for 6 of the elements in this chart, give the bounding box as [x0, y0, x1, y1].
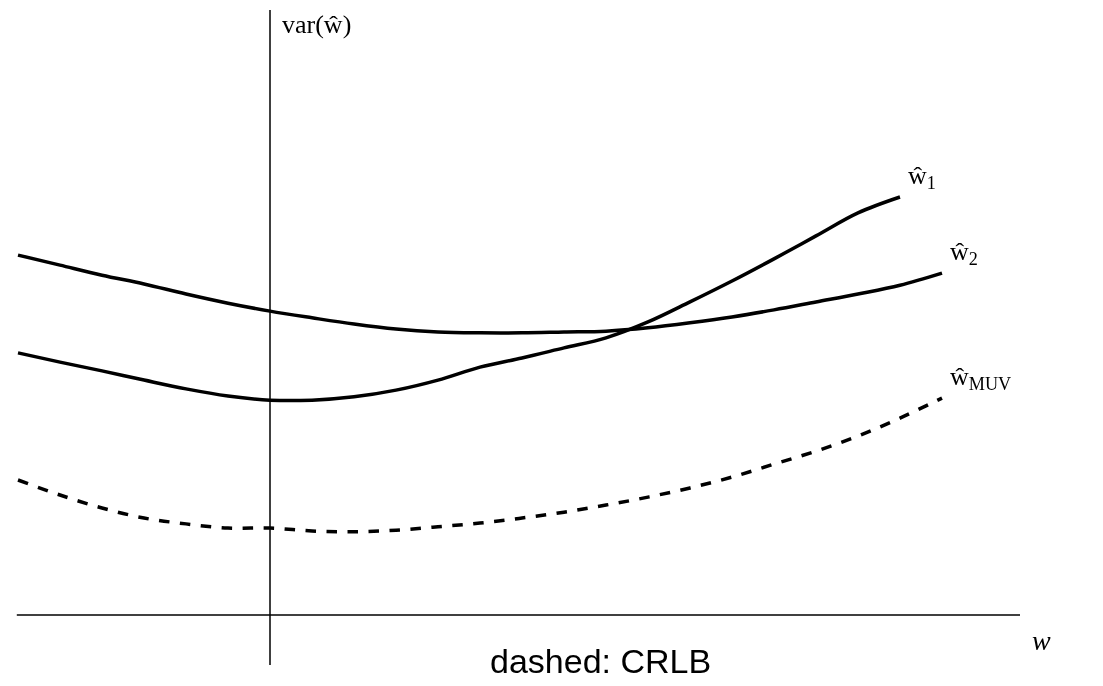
series-label: ŵ$_{2}$ [950, 237, 978, 270]
series-label: ŵ$_{1}$ [908, 161, 936, 194]
text: dashed: CRLB [490, 642, 712, 680]
text: var(ŵ) [282, 10, 352, 39]
x-axis-title: w [1032, 625, 1051, 656]
series-label: ŵ$_{MUV}$ [950, 362, 1012, 395]
